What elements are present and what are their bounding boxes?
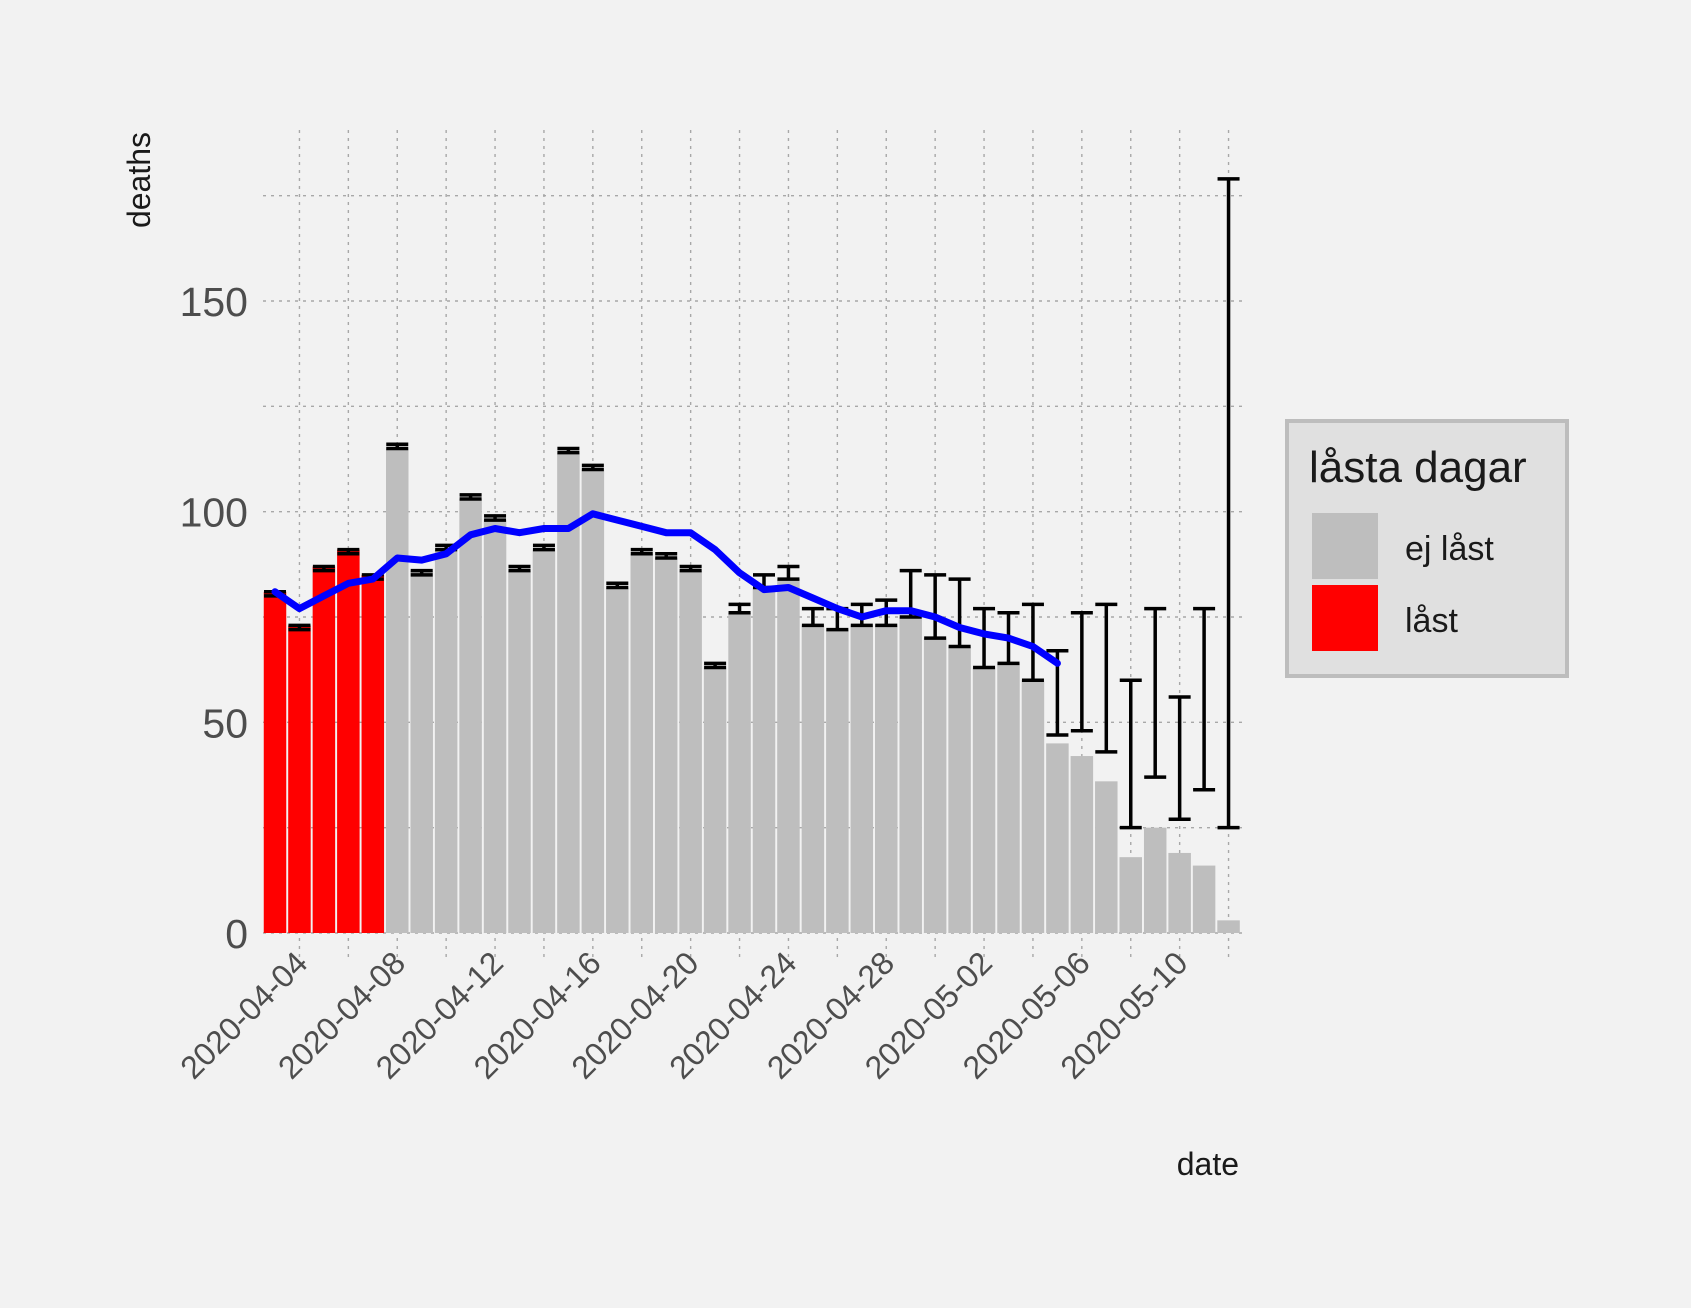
bar: [972, 667, 996, 933]
y-axis-ticks: 0 50 100 150: [180, 279, 248, 957]
bar: [875, 625, 898, 933]
error-bar: [337, 547, 360, 556]
error-bar: [532, 543, 555, 552]
error-bar: [801, 606, 824, 628]
bar: [899, 617, 922, 933]
bar: [312, 566, 336, 933]
bar: [948, 646, 971, 933]
error-bar: [948, 577, 971, 649]
grid: [263, 130, 1242, 960]
bar: [337, 549, 360, 933]
bar: [850, 625, 874, 933]
error-bar: [288, 623, 311, 632]
legend-swatch-last: [1312, 585, 1378, 651]
error-bar: [1168, 695, 1191, 821]
error-bar: [1021, 602, 1044, 682]
error-bar: [386, 442, 409, 451]
bar: [997, 663, 1020, 933]
bar: [434, 549, 458, 933]
bar: [1119, 857, 1142, 933]
error-bar: [728, 602, 751, 615]
error-bar: [704, 661, 727, 670]
error-bar: [410, 568, 433, 577]
error-bar: [459, 493, 482, 501]
y-tick-label: 0: [225, 911, 248, 957]
y-tick-label: 50: [202, 700, 248, 746]
bar: [606, 587, 629, 933]
bar: [923, 638, 947, 933]
bar: [1168, 852, 1191, 933]
error-bar: [655, 552, 678, 560]
legend-swatch-ej-last: [1312, 513, 1378, 579]
legend: låsta dagar ej låst låst: [1285, 419, 1569, 678]
bar: [557, 452, 580, 933]
bar: [508, 570, 531, 933]
error-bars: [264, 177, 1240, 830]
error-bar: [1095, 602, 1118, 754]
error-bar: [777, 564, 800, 581]
error-bar: [484, 514, 507, 522]
error-bar: [630, 547, 653, 556]
error-bar: [606, 581, 629, 590]
bar: [1046, 743, 1069, 933]
y-tick-label: 150: [180, 279, 248, 325]
bar: [703, 667, 727, 933]
bar: [752, 587, 776, 933]
bar: [263, 591, 287, 933]
bar: [1021, 680, 1045, 933]
error-bar: [581, 463, 604, 472]
bar: [1070, 756, 1094, 933]
bar: [679, 570, 702, 933]
error-bar: [1193, 606, 1216, 792]
x-axis-title: date: [1177, 1146, 1239, 1182]
bar: [410, 570, 433, 933]
error-bar: [973, 606, 996, 670]
bar: [459, 499, 482, 933]
legend-label-ej-last: ej låst: [1405, 530, 1494, 568]
bar: [532, 549, 556, 933]
error-bar: [557, 446, 580, 455]
bar: [801, 625, 825, 933]
trend-line: [271, 510, 1061, 667]
x-axis-ticks: 2020-04-042020-04-082020-04-122020-04-16…: [173, 944, 1194, 1085]
bar: [386, 448, 409, 933]
bar: [1143, 827, 1167, 933]
y-axis-title: deaths: [121, 132, 157, 228]
bar: [581, 469, 605, 933]
error-bar: [924, 573, 947, 640]
error-bar: [1217, 177, 1240, 830]
bar: [288, 625, 311, 933]
bar: [361, 574, 385, 933]
error-bar: [1144, 606, 1167, 779]
legend-title: låsta dagar: [1309, 443, 1527, 492]
bar: [654, 558, 678, 933]
bar: [826, 629, 849, 933]
bar: [777, 579, 800, 933]
bar: [630, 553, 653, 933]
legend-label-last: låst: [1405, 602, 1458, 640]
error-bar: [1119, 678, 1142, 830]
bar: [1217, 920, 1240, 933]
bar: [1192, 865, 1216, 933]
bar: [1095, 781, 1118, 933]
bars: [263, 448, 1240, 933]
error-bar: [508, 564, 531, 573]
bar: [483, 520, 507, 933]
error-bar: [1070, 611, 1093, 733]
error-bar: [312, 564, 335, 573]
y-tick-label: 100: [180, 490, 248, 536]
error-bar: [679, 564, 702, 573]
trend-line-path: [271, 510, 1061, 667]
bar: [728, 612, 751, 933]
